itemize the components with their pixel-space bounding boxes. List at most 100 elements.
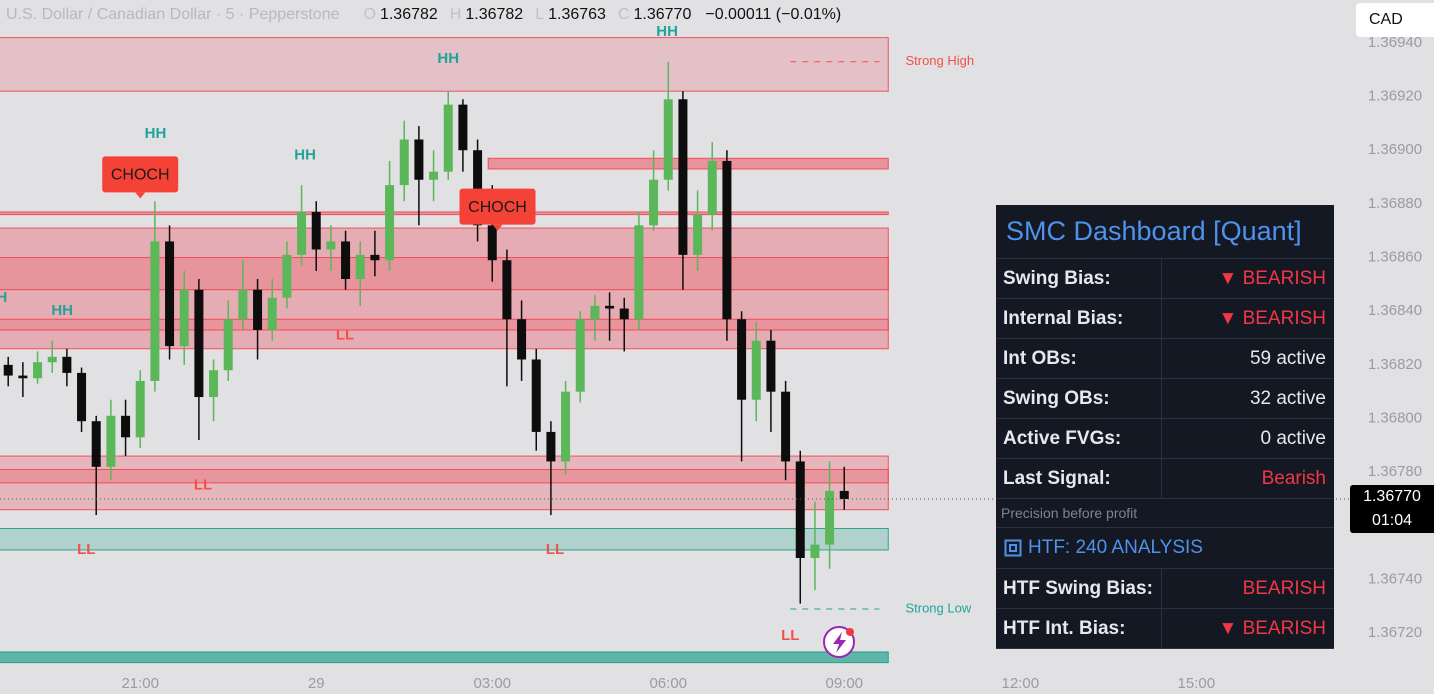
candle-body	[722, 160, 732, 320]
candle-body	[194, 289, 204, 398]
candle-body	[766, 340, 776, 392]
candle-body	[179, 289, 189, 347]
y-tick-label: 1.36780	[1368, 463, 1422, 480]
row-label: Int OBs:	[996, 339, 1162, 378]
row-value: ▼ BEARISH	[1218, 618, 1327, 639]
candle-body	[282, 254, 292, 298]
order-block-zone	[487, 157, 889, 170]
dashboard: SMC Dashboard [Quant] Swing Bias: ▼ BEARI…	[996, 205, 1334, 649]
y-tick-label: 1.36800	[1368, 409, 1422, 426]
row-value: ▼ BEARISH	[1218, 308, 1327, 329]
structure-label: HH	[294, 147, 316, 164]
row-value: 0 active	[1260, 428, 1326, 449]
dashboard-row: Int OBs: 59 active	[996, 339, 1334, 379]
candle-body	[678, 99, 688, 255]
candle-body	[458, 104, 468, 151]
candle-body	[385, 185, 395, 261]
dashboard-row: Swing OBs: 32 active	[996, 379, 1334, 419]
candle-body	[575, 319, 585, 392]
price-label: 1.36770	[1363, 487, 1421, 505]
candle-body	[238, 289, 248, 320]
order-block-zone	[0, 37, 889, 92]
candle-body	[33, 362, 43, 379]
order-block-zone	[0, 211, 889, 216]
candle-body	[165, 241, 175, 347]
choch-box	[102, 156, 179, 193]
candle-body	[751, 340, 761, 400]
structure-label: LL	[194, 477, 212, 494]
choch-pointer	[492, 224, 503, 231]
candle-body	[135, 380, 145, 438]
candle-body	[429, 171, 439, 180]
candle-body	[839, 490, 849, 499]
ohlc-key: H	[449, 6, 462, 23]
candle-body	[619, 308, 629, 320]
candle-body	[341, 241, 351, 280]
dashboard-title: SMC Dashboard [Quant]	[996, 205, 1334, 259]
row-label: Swing Bias:	[996, 259, 1162, 298]
y-tick-label: 1.36920	[1368, 88, 1422, 105]
x-tick-label: 03:00	[473, 675, 511, 692]
candle-body	[473, 150, 483, 226]
structure-label: HH	[437, 50, 459, 67]
candle-body	[634, 225, 644, 320]
candle-body	[502, 260, 512, 320]
dashboard-row: HTF Int. Bias: ▼ BEARISH	[996, 609, 1334, 649]
x-tick-label: 29	[308, 675, 325, 692]
choch-box	[459, 188, 536, 225]
alert-icon[interactable]	[823, 626, 855, 658]
y-tick-label: 1.36820	[1368, 356, 1422, 373]
dashboard-row: Last Signal: Bearish	[996, 459, 1334, 499]
row-value: Bearish	[1261, 468, 1326, 489]
choch-pointer	[135, 192, 146, 199]
row-label: Active FVGs:	[996, 419, 1162, 458]
ohlc-value: 1.36770	[633, 6, 692, 23]
price-tag: 1.36770 01:04	[1350, 484, 1434, 533]
y-tick-label: 1.36720	[1368, 624, 1422, 641]
candle-body	[267, 297, 277, 330]
candle-body	[223, 319, 233, 371]
row-value: BEARISH	[1242, 578, 1326, 599]
structure-label: HH	[145, 125, 167, 142]
candle-body	[531, 359, 541, 432]
candle-body	[311, 211, 321, 250]
candle-body	[781, 391, 791, 462]
candle-body	[414, 139, 424, 180]
candle-body	[546, 431, 556, 462]
candle-body	[649, 179, 659, 226]
candle-body	[561, 391, 571, 462]
dashboard-row: Swing Bias: ▼ BEARISH	[996, 259, 1334, 299]
y-tick-label: 1.36840	[1368, 302, 1422, 319]
order-block-zone	[0, 651, 889, 664]
dashboard-htf-rows: HTF Swing Bias: BEARISH HTF Int. Bias: ▼ BE…	[996, 569, 1334, 649]
candle-body	[297, 211, 307, 255]
ohlc-value: 1.36782	[465, 6, 524, 23]
candle-body	[605, 305, 615, 309]
candle-body	[517, 319, 527, 360]
row-label: Internal Bias:	[996, 299, 1162, 338]
candle-body	[150, 241, 160, 381]
countdown: 01:04	[1371, 511, 1413, 529]
row-label: Swing OBs:	[996, 379, 1162, 418]
candle-body	[18, 375, 28, 379]
dashboard-row: Internal Bias: ▼ BEARISH	[996, 299, 1334, 339]
dashboard-row: Active FVGs: 0 active	[996, 419, 1334, 459]
candle-body	[3, 364, 13, 376]
candle-body	[209, 370, 219, 398]
x-tick-label: 15:00	[1178, 675, 1216, 692]
row-label: HTF Swing Bias:	[996, 569, 1162, 608]
structure-label: HH	[0, 289, 7, 306]
price-change: −0.00011 (−0.01%)	[705, 6, 842, 23]
candle-body	[663, 99, 673, 180]
ohlc-key: O	[363, 6, 376, 23]
candle-body	[825, 490, 835, 545]
ohlc-value: 1.36763	[548, 6, 606, 23]
structure-label: LL	[77, 541, 95, 558]
symbol-header: U.S. Dollar / Canadian Dollar · 5 · Pepp…	[6, 6, 841, 24]
currency-button[interactable]: CAD	[1356, 3, 1434, 37]
order-block-zone	[0, 257, 889, 291]
row-value: 32 active	[1249, 388, 1326, 409]
x-tick-label: 21:00	[121, 675, 159, 692]
